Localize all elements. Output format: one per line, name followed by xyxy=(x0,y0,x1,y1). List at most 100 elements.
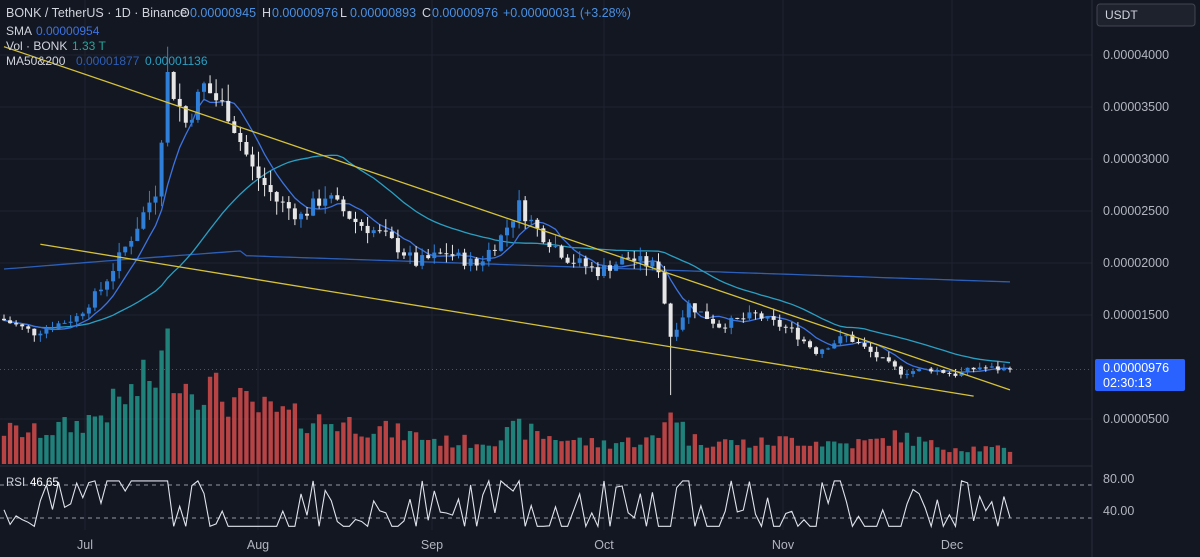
candle-body xyxy=(795,327,800,340)
candle-body xyxy=(565,257,570,263)
candle-body xyxy=(674,329,679,337)
candle-body xyxy=(305,213,310,216)
volume-bar xyxy=(522,439,528,464)
volume-bar xyxy=(504,427,510,464)
time-tick-label: Sep xyxy=(421,538,443,552)
volume-bar xyxy=(335,431,340,464)
rsi-value: 46.65 xyxy=(30,477,59,489)
volume-bar xyxy=(559,441,564,464)
candle-body xyxy=(753,312,758,314)
volume-bar xyxy=(432,438,437,464)
candle-body xyxy=(26,326,31,329)
time-tick-label: Dec xyxy=(941,538,963,552)
volume-bar xyxy=(626,437,631,464)
candle-body xyxy=(323,198,328,206)
currency-badge[interactable] xyxy=(1096,3,1196,27)
volume-bar xyxy=(662,422,667,464)
volume-bar xyxy=(704,447,710,464)
candle-body xyxy=(620,257,625,265)
candle-body xyxy=(480,261,485,266)
volume-bar xyxy=(607,448,613,464)
candle-body xyxy=(365,225,370,234)
price-badge-countdown: 02:30:13 xyxy=(1103,376,1152,390)
volume-bar xyxy=(571,439,576,464)
volume-bar xyxy=(516,418,522,464)
volume-bar xyxy=(965,452,970,464)
volume-bar xyxy=(80,432,85,464)
time-tick-label: Jul xyxy=(77,538,93,552)
candle-body xyxy=(547,242,552,248)
volume-bar xyxy=(947,452,952,464)
candle-body xyxy=(117,252,122,271)
candle-body xyxy=(680,317,685,330)
volume-bar xyxy=(310,423,316,464)
volume-bar xyxy=(838,443,843,464)
volume-bar xyxy=(892,430,898,464)
candle-body xyxy=(129,240,134,247)
volume-bar xyxy=(535,431,540,464)
volume-bar xyxy=(474,444,479,464)
candle-body xyxy=(929,368,934,372)
candle-body xyxy=(238,132,243,142)
price-axis[interactable]: 0.00004000 0.00003500 0.00003000 0.00002500… xyxy=(1103,48,1169,426)
candlesticks xyxy=(2,46,1012,396)
volume-bar xyxy=(698,444,704,464)
volume-bar xyxy=(971,446,976,464)
candle-body xyxy=(280,201,285,203)
candle-body xyxy=(274,192,279,202)
candle-body xyxy=(341,199,346,212)
volume-bar xyxy=(232,397,237,464)
candle-body xyxy=(456,252,461,256)
volume-bar xyxy=(274,411,279,464)
volume-bar xyxy=(1007,451,1013,464)
candle-body xyxy=(268,185,273,193)
candle-body xyxy=(820,349,825,354)
candle-body xyxy=(214,93,219,101)
legend-close-label: C xyxy=(422,6,431,20)
candle-body xyxy=(335,195,340,200)
volume-bar xyxy=(1,435,7,464)
trendlines[interactable] xyxy=(0,46,1092,397)
candle-body xyxy=(559,246,564,258)
volume-bar xyxy=(716,441,722,464)
rsi-upper-tick: 80.00 xyxy=(1103,472,1134,486)
volume-bar xyxy=(910,445,916,464)
candle-body xyxy=(771,316,776,320)
volume-bar xyxy=(553,440,558,464)
volume-bar xyxy=(898,442,904,464)
candle-body xyxy=(353,218,358,223)
volume-bar xyxy=(747,447,752,464)
candle-body xyxy=(414,252,419,266)
legend-open-value: 0.00000945 xyxy=(190,6,256,20)
candle-body xyxy=(80,313,85,317)
volume-bar xyxy=(577,437,582,464)
volume-bar xyxy=(995,445,1001,464)
volume-bar xyxy=(419,439,425,464)
time-axis[interactable]: Jul Aug Sep Oct Nov Dec xyxy=(77,538,963,552)
volume-bar xyxy=(280,406,285,464)
candle-body xyxy=(923,368,928,370)
volume-bar xyxy=(674,422,679,464)
volume-bar xyxy=(159,350,164,464)
volume-bar xyxy=(426,440,431,464)
candle-body xyxy=(377,230,382,232)
volume-bar xyxy=(492,446,498,464)
volume-bar xyxy=(226,416,231,464)
volume-bar xyxy=(468,447,473,464)
volume-bar xyxy=(413,432,419,464)
candle-body xyxy=(56,323,61,329)
currency-badge-label: USDT xyxy=(1105,8,1138,22)
volume-bar xyxy=(438,445,443,464)
volume-bar xyxy=(819,446,825,464)
candle-body xyxy=(783,326,788,328)
candle-body xyxy=(468,258,473,266)
candle-body xyxy=(704,311,709,319)
legend-open-label: O xyxy=(180,6,190,20)
volume-bar xyxy=(316,414,322,464)
volume-bar xyxy=(268,401,273,464)
price-tick-label: 0.00001500 xyxy=(1103,308,1169,322)
time-tick-label: Aug xyxy=(247,538,269,552)
volume-bar xyxy=(935,447,940,464)
candle-body xyxy=(711,318,716,324)
